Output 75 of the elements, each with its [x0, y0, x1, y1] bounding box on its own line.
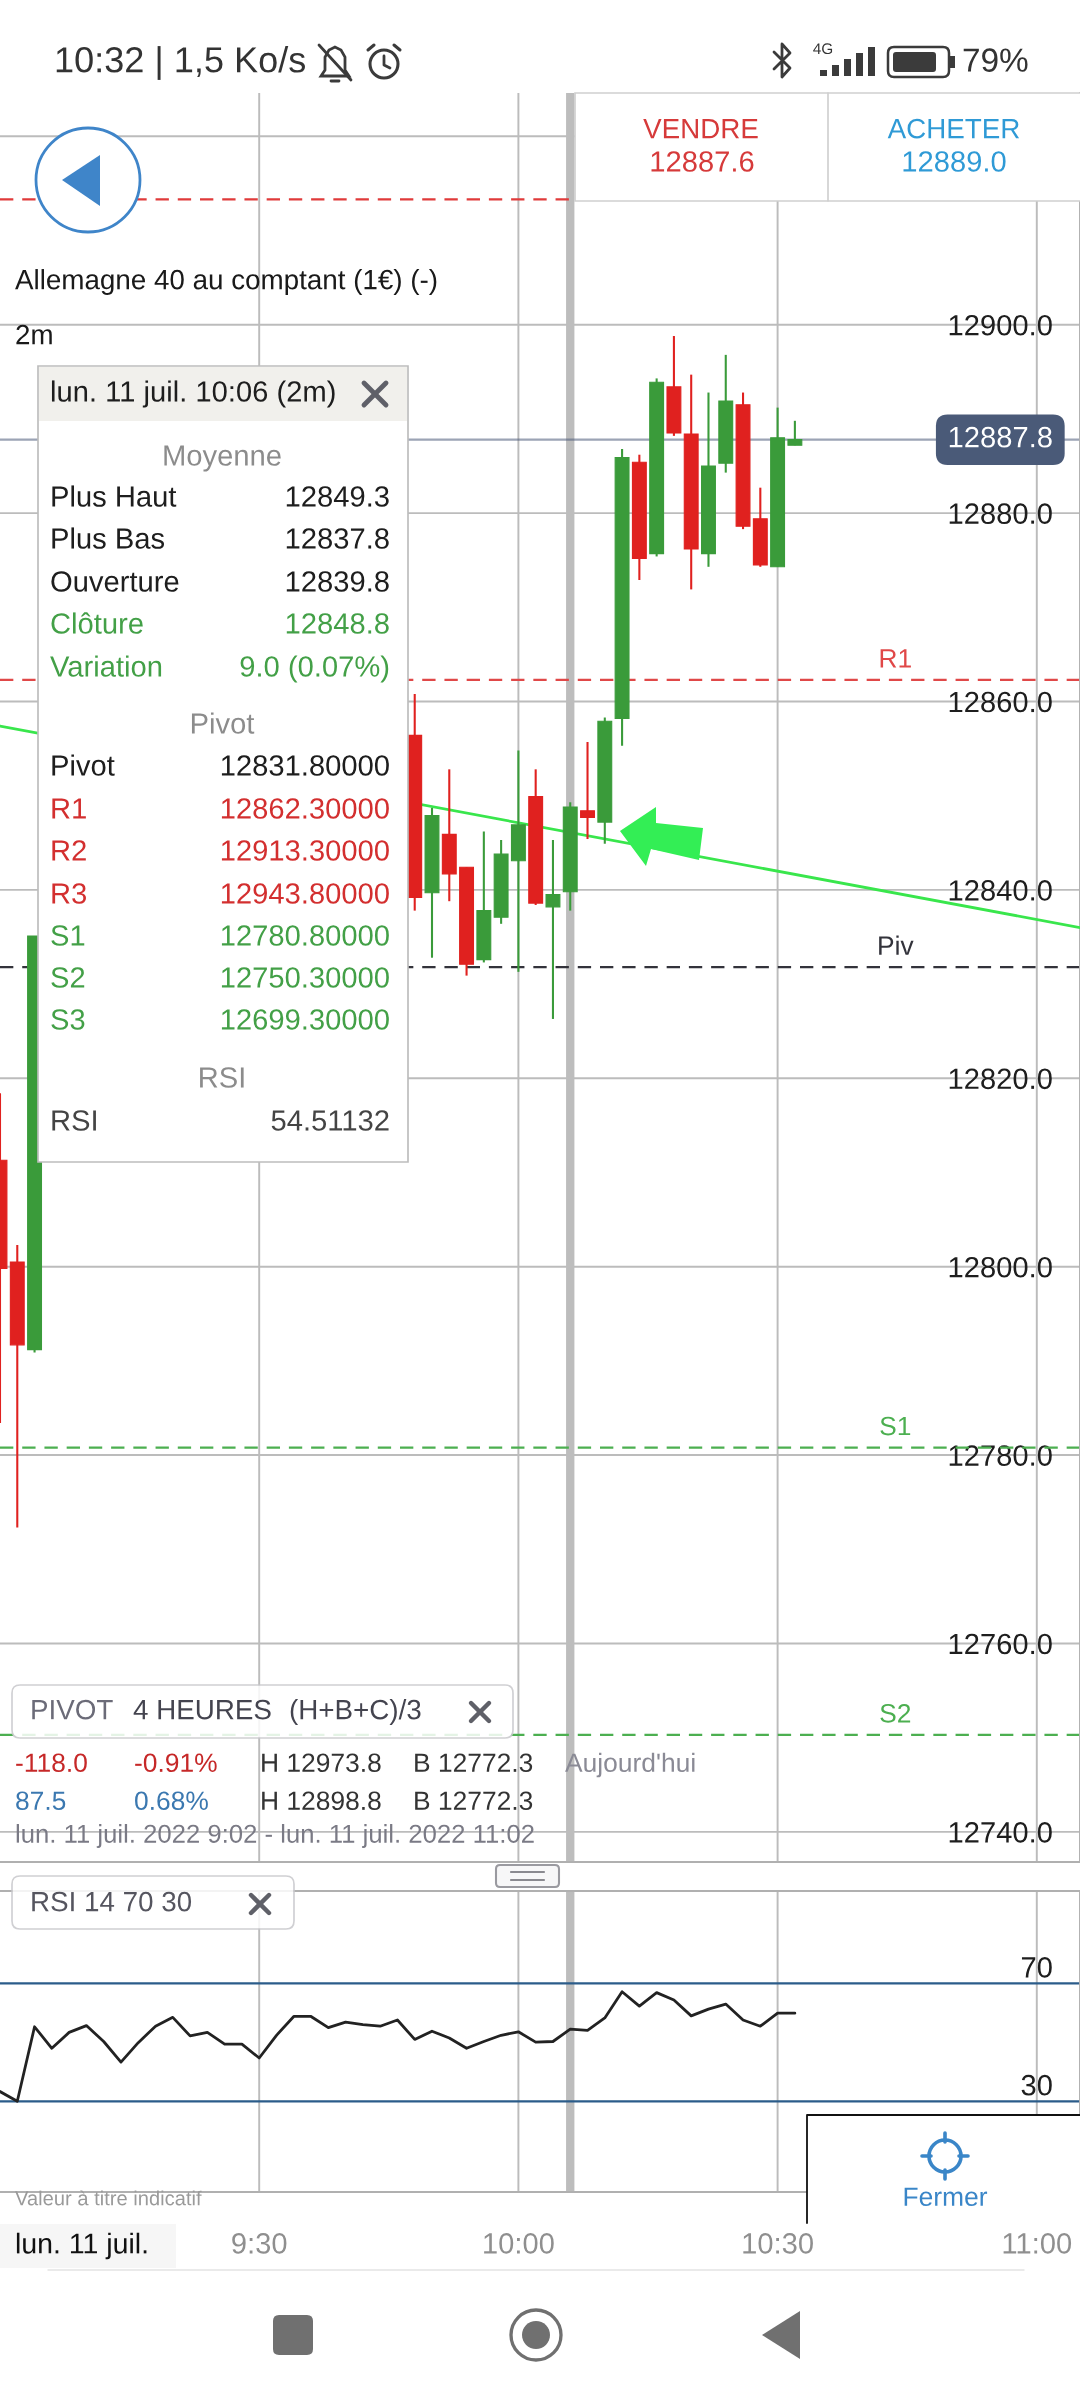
text: 2m [16, 324, 52, 345]
annotation: 12699.30000 [221, 1009, 389, 1030]
annotation: PIVOT [32, 1699, 113, 1720]
x-tick-label: 9:30 [232, 2233, 287, 2254]
y-tick-label: 30 [1021, 2074, 1052, 2096]
y-tick-label: 12780.0 [949, 1445, 1052, 1466]
annotation: R3 [52, 883, 86, 904]
annotation: RSI [200, 1067, 244, 1088]
annotation: 12839.8 [286, 571, 389, 592]
text: lun. 11 juil. [16, 2232, 147, 2260]
annotation: -0.91% [135, 1753, 217, 1773]
annotation: S2 [51, 967, 85, 988]
annotation: Valeur à titre indicatif [15, 2190, 202, 2206]
annotation: Pivot [191, 712, 255, 734]
x-tick-label: 11:00 [1003, 2233, 1072, 2254]
annotation: Ouverture [51, 571, 179, 592]
ref-line-label: S2 [880, 1703, 911, 1723]
annotation: 87.5 [16, 1791, 66, 1811]
annotation: 12837.8 [286, 528, 389, 549]
annotation: 12943.80000 [221, 883, 389, 904]
annotation: RSI [52, 1110, 96, 1131]
annotation: B 12772.3 [415, 1753, 533, 1773]
y-tick-label: 12760.0 [949, 1633, 1052, 1655]
y-tick-label: 12860.0 [949, 691, 1052, 713]
chart-title: RSI 14 70 30 [32, 1891, 192, 1912]
annotation: (H+B+C)/3 [290, 1699, 421, 1725]
y-tick-label: 70 [1021, 1957, 1052, 1978]
annotation: Plus Bas [52, 527, 165, 549]
x-tick-label: 10:00 [484, 2233, 554, 2254]
annotation: H 12973.8 [262, 1753, 381, 1773]
annotation: -118.0 [16, 1753, 87, 1773]
annotation: 12750.30000 [221, 967, 389, 988]
ref-line-label: Piv [879, 935, 914, 955]
annotation: Fermer [904, 2187, 988, 2207]
text: 4G [813, 43, 833, 55]
annotation: ACHETER [887, 118, 1020, 139]
y-tick-label: 12800.0 [949, 1256, 1052, 1278]
annotation: 4 HEURES [133, 1699, 271, 1720]
text: Allemagne 40 au comptant (1€) (-) [15, 269, 437, 295]
annotation: 12913.30000 [221, 840, 389, 861]
ref-line-label: S1 [880, 1416, 911, 1436]
annotation: 9.0 (0.07%) [240, 655, 389, 683]
annotation: Plus Haut [52, 485, 177, 507]
y-tick-label: 12740.0 [949, 1822, 1052, 1843]
annotation: 12848.8 [286, 613, 389, 634]
y-tick-label: 12880.0 [949, 503, 1052, 524]
annotation: 54.51132 [271, 1110, 389, 1131]
annotation: H 12898.8 [262, 1791, 381, 1811]
annotation: 12889.0 [903, 151, 1006, 172]
annotation: 12849.3 [286, 486, 389, 507]
annotation: lun. 11 juil. 10:06 (2m) [51, 380, 335, 408]
annotation: lun. 11 juil. 2022 9:02 - lun. 11 juil. 2022 11:02 [16, 1824, 534, 1848]
annotation: R2 [52, 840, 86, 861]
annotation: B 12772.3 [415, 1791, 533, 1811]
annotation: Pivot [52, 754, 115, 776]
annotation: Clôture [51, 612, 143, 634]
y-tick-label: 12900.0 [949, 314, 1052, 336]
ref-line-label: R1 [880, 649, 911, 668]
annotation: Moyenne [164, 445, 281, 472]
ref-line-label: 12887.8 [949, 426, 1052, 448]
text: 10:32 | 1,5 Ko/s [56, 46, 305, 80]
text: 79% [963, 48, 1028, 72]
annotation: R1 [52, 798, 86, 819]
annotation: Variation [50, 655, 162, 677]
annotation: VENDRE [643, 119, 758, 139]
annotation: 12831.80000 [221, 755, 389, 776]
annotation: 12780.80000 [221, 925, 389, 946]
y-tick-label: 12840.0 [949, 880, 1052, 901]
annotation: 12887.6 [651, 151, 754, 172]
annotation: 0.68% [135, 1791, 208, 1811]
annotation: 12862.30000 [221, 798, 389, 819]
annotation: S1 [51, 925, 85, 946]
annotation: S3 [51, 1009, 85, 1030]
y-tick-label: 12820.0 [949, 1068, 1052, 1090]
x-tick-label: 10:30 [743, 2233, 813, 2254]
